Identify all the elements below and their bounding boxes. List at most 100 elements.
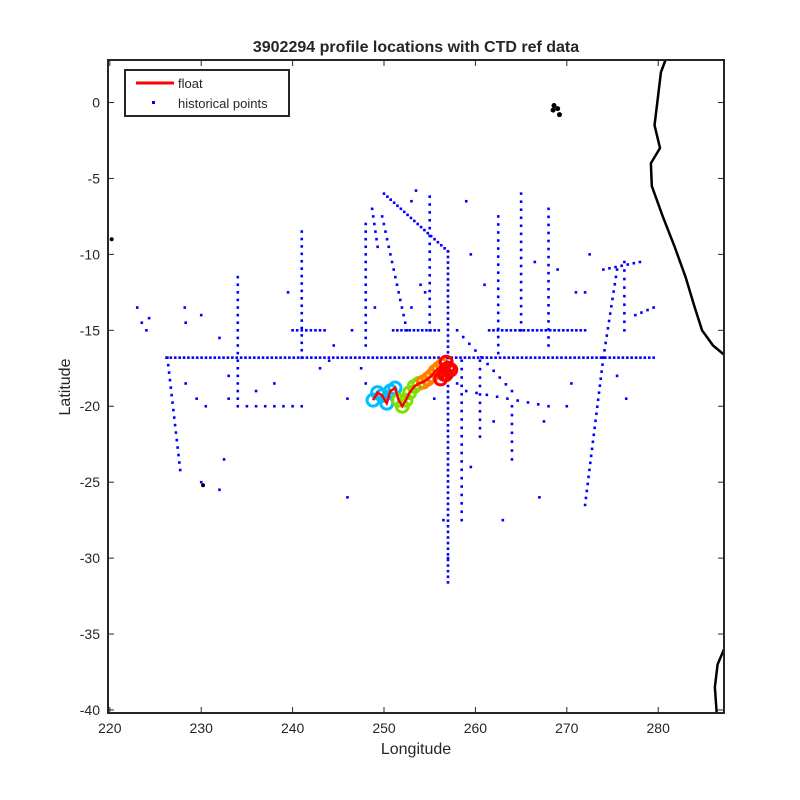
historical-point [446,541,450,545]
historical-point [510,449,514,452]
historical-point [396,329,399,332]
historical-point [433,237,436,241]
historical-point [460,418,463,421]
historical-point [252,356,256,359]
historical-point [300,282,304,285]
historical-point [364,275,368,279]
historical-point [375,237,378,241]
x-tick-label: 230 [190,720,214,736]
historical-point [286,291,290,294]
historical-point [589,454,593,458]
historical-point [615,268,619,271]
historical-point [612,290,615,293]
island [109,237,114,242]
historical-point [423,228,426,232]
historical-point [612,356,616,359]
historical-point [555,356,559,359]
historical-point [410,306,413,309]
historical-point [547,303,550,307]
historical-point [585,489,589,493]
historical-point [446,496,450,500]
historical-point [496,231,500,234]
historical-point [583,291,587,294]
float-line [371,360,452,409]
historical-point [469,465,473,469]
historical-point [171,401,174,404]
historical-point [166,363,170,367]
historical-point [506,397,509,400]
historical-point [391,329,395,332]
historical-point [626,263,630,266]
historical-point [478,435,482,438]
historical-point [579,329,583,332]
historical-point [345,356,348,359]
historical-point [266,356,269,359]
historical-point [428,195,432,198]
historical-point [364,321,368,325]
historical-point [598,384,602,388]
historical-point [187,356,190,359]
historical-point [140,321,144,325]
historical-point [446,351,450,354]
historical-point [446,407,450,410]
y-tick-label: -5 [88,170,101,186]
historical-point [439,243,443,247]
historical-point [429,329,432,332]
historical-point [446,536,450,539]
historical-point [615,374,619,378]
historical-point [364,222,368,226]
historical-point [478,359,482,362]
historical-point [236,306,240,309]
historical-point [358,356,361,359]
historical-point [235,356,239,359]
historical-point [135,306,139,309]
island [550,107,556,113]
plot-frame [107,59,725,714]
historical-point [300,311,304,315]
historical-points [135,189,655,584]
historical-point [396,204,399,208]
historical-point [446,474,450,478]
historical-point [364,253,368,256]
historical-point [510,389,514,393]
historical-point [227,397,230,400]
historical-point [236,275,240,279]
historical-point [423,291,427,294]
historical-point [602,268,605,271]
historical-point [516,356,519,359]
historical-point [510,404,514,408]
historical-point [519,320,523,324]
historical-point [428,203,432,206]
historical-point [353,356,357,359]
historical-point [300,245,304,248]
historical-point [428,273,432,277]
historical-point [496,329,500,332]
historical-point [538,356,541,359]
historical-point [496,303,500,307]
historical-point [428,305,432,309]
historical-point [472,356,475,359]
historical-point [492,329,495,332]
historical-point [446,556,450,560]
y-tick-label: -35 [80,626,100,642]
historical-point [647,356,651,359]
historical-point [182,356,186,359]
historical-point [428,234,432,238]
historical-point [646,308,649,312]
historical-point [400,329,403,332]
historical-point [213,356,217,359]
legend-float-label: float [178,76,203,91]
legend-historical-swatch [152,101,155,104]
historical-point [519,296,523,300]
historical-point [428,266,432,269]
historical-point [327,356,331,359]
historical-point [244,356,247,359]
historical-point [586,356,590,359]
historical-point [195,397,198,400]
historical-point [362,356,366,359]
historical-point [547,404,550,408]
historical-point [586,482,589,486]
historical-point [384,356,388,359]
historical-point [178,461,181,464]
